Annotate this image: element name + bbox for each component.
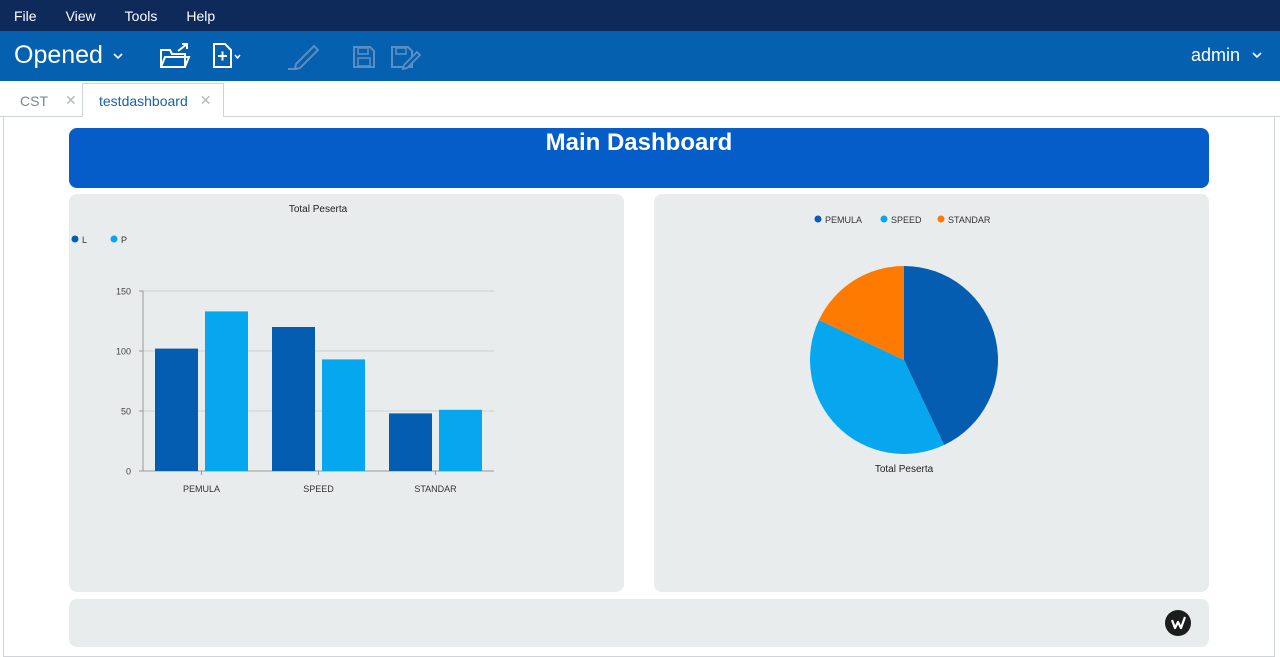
menu-view[interactable]: View [65, 7, 96, 24]
legend-label: STANDAR [948, 215, 991, 225]
close-icon[interactable]: ✕ [199, 92, 212, 108]
tab-cst[interactable]: CST ✕ [20, 83, 77, 118]
legend-label: SPEED [891, 215, 922, 225]
pie-chart: PEMULA SPEED STANDAR Total Peserta [810, 215, 998, 475]
x-tick-label: STANDAR [414, 484, 457, 494]
bar-p-pemula [205, 311, 248, 471]
chevron-down-icon [113, 53, 123, 60]
x-tick-label: PEMULA [183, 484, 220, 494]
new-document-icon[interactable] [212, 42, 242, 70]
save-icon[interactable] [352, 45, 376, 69]
tab-bar: CST ✕ testdashboard ✕ [0, 81, 1280, 118]
chart-title: Total Peserta [289, 204, 348, 215]
tab-label: CST [20, 92, 48, 109]
opened-dropdown[interactable]: Opened [14, 41, 123, 70]
opened-label: Opened [14, 41, 103, 69]
legend-label: L [82, 235, 87, 245]
edit-pencil-icon[interactable] [287, 42, 321, 70]
menu-help[interactable]: Help [186, 7, 216, 24]
legend-marker [71, 235, 79, 243]
y-tick-label: 100 [116, 347, 131, 357]
user-menu[interactable]: admin [1191, 45, 1262, 66]
w-logo-icon[interactable] [1165, 610, 1191, 636]
footer-panel [69, 599, 1209, 647]
menu-tools[interactable]: Tools [124, 7, 158, 24]
save-as-icon[interactable] [390, 44, 422, 70]
legend-marker [110, 235, 118, 243]
close-icon[interactable]: ✕ [65, 92, 77, 108]
bar-p-standar [439, 409, 482, 471]
open-folder-icon[interactable] [159, 42, 191, 70]
y-tick-label: 150 [116, 287, 131, 297]
pie-chart-panel: PEMULA SPEED STANDAR Total Peserta [654, 194, 1209, 592]
bar-l-standar [389, 413, 432, 471]
bar-chart: Total Peserta L P 0 50 100 150 PEMULA SPEED STAND… [71, 204, 494, 494]
y-tick-label: 0 [126, 467, 131, 477]
menu-bar: File View Tools Help [0, 0, 1280, 31]
chart-title: Total Peserta [875, 464, 934, 475]
y-tick-label: 50 [121, 407, 131, 417]
tab-label: testdashboard [99, 92, 188, 109]
legend-label: PEMULA [825, 215, 862, 225]
tab-testdashboard[interactable]: testdashboard ✕ [82, 83, 225, 118]
dashboard-title: Main Dashboard [545, 129, 733, 156]
slice-pemula [904, 266, 998, 446]
bar-l-pemula [155, 348, 198, 471]
bar-chart-panel: Total Peserta L P 0 50 100 150 PEMULA SPEED STAND… [69, 194, 624, 592]
x-tick-label: SPEED [303, 484, 334, 494]
dashboard-header: Main Dashboard [69, 128, 1209, 188]
menu-file[interactable]: File [14, 7, 37, 24]
slice-standar [818, 266, 904, 360]
legend-marker [880, 215, 888, 223]
legend-marker [937, 215, 945, 223]
legend-marker [814, 215, 822, 223]
legend-label: P [121, 235, 127, 245]
bar-p-speed [322, 359, 365, 471]
toolbar: Opened admin [0, 31, 1280, 81]
chevron-down-icon [1252, 52, 1262, 59]
user-name: admin [1190, 45, 1240, 65]
slice-speed [810, 319, 945, 454]
bar-l-speed [272, 327, 315, 471]
